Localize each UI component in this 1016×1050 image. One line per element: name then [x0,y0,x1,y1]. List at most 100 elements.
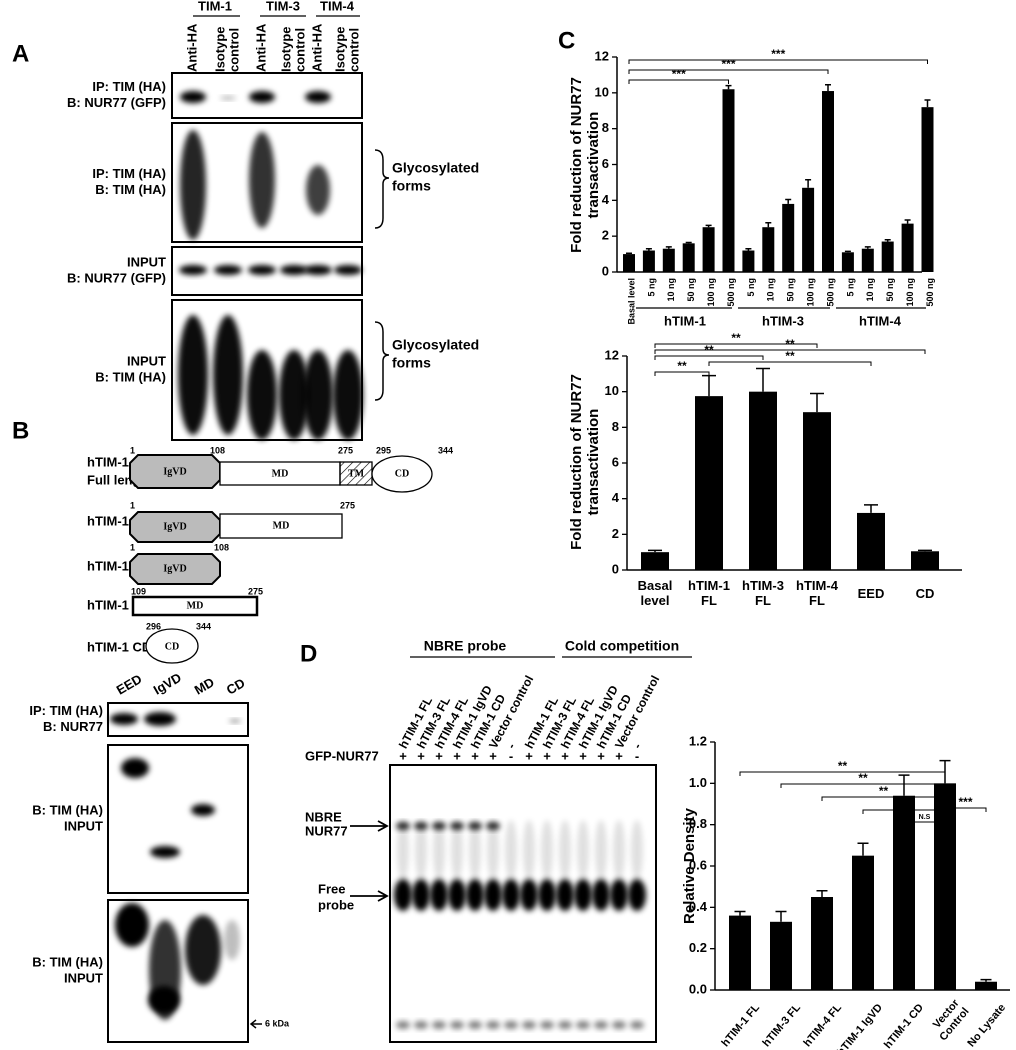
band [224,920,240,960]
bracket-label: Glycosylated [392,337,479,353]
x-tick-label: 50 ng [686,278,696,302]
band [412,879,430,911]
domain-cd [371,455,433,493]
error-bar [745,247,752,251]
significance-label: *** [672,67,686,81]
band [559,820,571,880]
domain-label: CD [165,641,179,652]
band [305,91,331,103]
y-tick-label: 6 [612,454,619,469]
domain-label: TM [348,468,365,479]
bar [811,897,833,990]
bar [802,187,815,272]
residue-number: 275 [248,586,263,596]
x-tick-label: 10 ng [865,278,875,302]
band [541,820,553,880]
domain-igvd [129,454,221,489]
significance-line [944,807,987,812]
error-bar [805,178,812,188]
band [121,758,149,778]
header: Cold competition [565,638,679,654]
blot-label: IP: TIM (HA) [29,703,103,718]
construct-label: hTIM-1 [87,454,129,469]
band [303,350,333,440]
panel-label: B [12,417,29,444]
band [505,820,517,880]
band [179,265,207,275]
sign: + [543,748,551,763]
blot-label: B: TIM (HA) [95,369,166,384]
error-bar [785,198,792,204]
significance-line [739,771,946,776]
bar [762,227,775,272]
sign: + [597,748,605,763]
blot-label: B: TIM (HA) [32,802,103,817]
band [612,1021,626,1029]
band [247,350,277,440]
band [595,820,607,880]
lane-label: Isotype [278,26,293,72]
sign: + [561,748,569,763]
error-bar [844,250,851,253]
x-tick-label: Basal level [626,278,636,325]
band [249,132,275,228]
blot-label: B: NUR77 (GFP) [67,95,166,110]
band [110,713,138,725]
bar [749,391,777,570]
band [148,986,180,1014]
x-tick-label-box: Basal level [638,578,673,608]
y-tick-label: 0.8 [689,816,707,831]
blot-label: IP: TIM (HA) [92,79,166,94]
significance-label: *** [958,795,972,809]
y-axis-label: Relative Density [681,808,699,924]
significance-line [654,371,710,376]
y-tick-label: 10 [605,383,619,398]
error-bar [864,504,878,513]
panel-label: A [12,40,29,67]
lane-label: control [292,28,307,72]
band [630,1021,644,1029]
bar [642,250,655,272]
bar [662,248,675,272]
lane-label: Isotype [332,26,347,72]
significance-label: ** [785,349,795,363]
marker-label: 6 kDa [265,1018,290,1028]
band [180,130,206,240]
domain-cd [145,628,199,664]
x-tick-label: hTIM-1 FL [688,578,730,608]
domain-label: IgVD [163,466,186,477]
significance-label: *** [721,57,735,71]
band [448,879,466,911]
bar [901,223,914,272]
sign: + [417,748,425,763]
x-tick-label-box: EED [858,586,885,601]
error-bar [924,99,931,108]
y-tick-label: 2 [602,228,609,243]
y-tick-label: 8 [602,120,609,135]
y-axis-label-box: Fold reduction of NUR77 transactivation [567,374,602,550]
bar [702,227,715,272]
y-tick-label: 12 [605,347,619,362]
residue-number: 296 [146,621,161,631]
sign: + [399,748,407,763]
y-tick-label: 2 [612,526,619,541]
error-bar [685,241,692,244]
sign: + [525,748,533,763]
domain-label: MD [273,520,290,531]
bracket-label: Glycosylated [392,160,479,176]
significance-line [654,343,818,348]
band [628,879,646,911]
residue-number: 275 [338,445,353,455]
domain-label: CD [395,468,409,479]
y-axis-label: Fold reduction of NUR77 transactivation [567,374,602,550]
blot-label: INPUT [64,818,103,833]
band [538,879,556,911]
band [484,879,502,911]
band [574,879,592,911]
bracket-label: forms [392,178,431,194]
band-label: probe [318,897,354,912]
error-bar [918,549,932,552]
bracket [374,149,390,229]
x-tick-label-box: hTIM-3 FL [742,578,784,608]
band [249,91,275,103]
